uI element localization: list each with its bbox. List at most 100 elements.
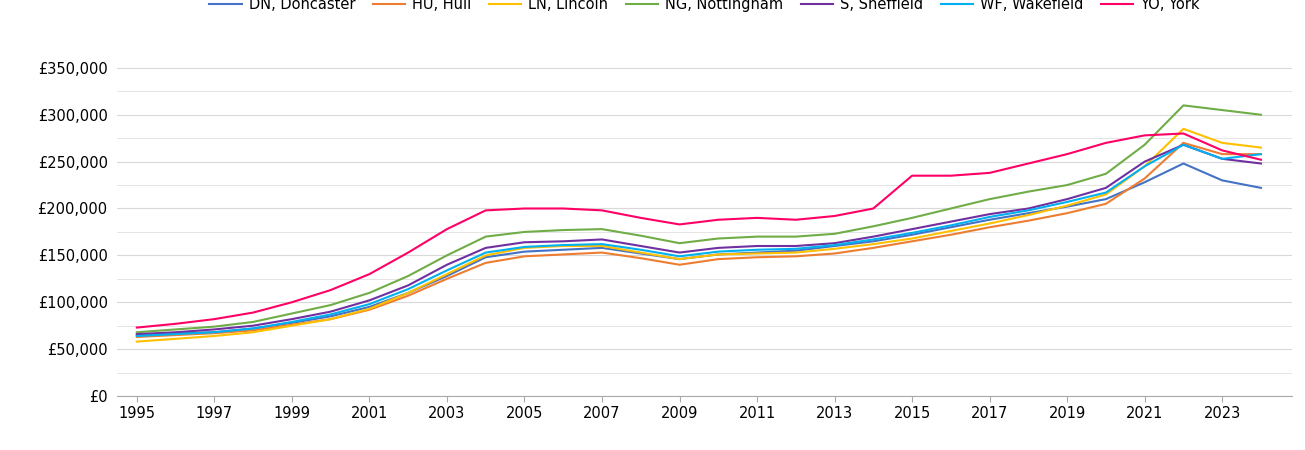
HU, Hull (438, 276, 454, 282)
YO, York (361, 271, 377, 277)
LN, Lincoln (594, 243, 609, 249)
S, Sheffield (1176, 142, 1191, 148)
HU, Hull (322, 316, 338, 322)
YO, York (633, 215, 649, 220)
S, Sheffield (129, 331, 145, 337)
WF, Wakefield (168, 331, 184, 337)
S, Sheffield (672, 250, 688, 255)
YO, York (478, 207, 493, 213)
WF, Wakefield (1098, 190, 1113, 195)
WF, Wakefield (401, 287, 416, 292)
HU, Hull (1098, 201, 1113, 207)
Line: DN, Doncaster: DN, Doncaster (137, 163, 1261, 335)
DN, Doncaster (944, 225, 959, 230)
S, Sheffield (517, 239, 532, 245)
HU, Hull (904, 238, 920, 244)
WF, Wakefield (129, 333, 145, 339)
YO, York (904, 173, 920, 178)
DN, Doncaster (517, 249, 532, 254)
S, Sheffield (245, 323, 261, 328)
LN, Lincoln (1137, 164, 1152, 169)
S, Sheffield (1098, 185, 1113, 191)
S, Sheffield (904, 226, 920, 232)
Line: S, Sheffield: S, Sheffield (137, 145, 1261, 334)
YO, York (944, 173, 959, 178)
DN, Doncaster (284, 320, 300, 326)
Line: WF, Wakefield: WF, Wakefield (137, 145, 1261, 336)
LN, Lincoln (981, 221, 997, 226)
HU, Hull (517, 254, 532, 259)
Line: LN, Lincoln: LN, Lincoln (137, 129, 1261, 342)
LN, Lincoln (1253, 145, 1268, 150)
Line: HU, Hull: HU, Hull (137, 143, 1261, 337)
NG, Nottingham (361, 290, 377, 296)
YO, York (1176, 131, 1191, 136)
YO, York (401, 250, 416, 255)
YO, York (1137, 133, 1152, 138)
NG, Nottingham (710, 236, 726, 241)
DN, Doncaster (1137, 180, 1152, 185)
Line: YO, York: YO, York (137, 134, 1261, 328)
NG, Nottingham (245, 319, 261, 324)
HU, Hull (944, 232, 959, 238)
NG, Nottingham (168, 327, 184, 332)
NG, Nottingham (517, 229, 532, 234)
LN, Lincoln (944, 228, 959, 234)
LN, Lincoln (710, 252, 726, 257)
WF, Wakefield (710, 249, 726, 254)
S, Sheffield (1137, 159, 1152, 164)
S, Sheffield (788, 243, 804, 249)
S, Sheffield (361, 298, 377, 303)
YO, York (1098, 140, 1113, 146)
S, Sheffield (438, 262, 454, 267)
DN, Doncaster (672, 256, 688, 262)
DN, Doncaster (401, 290, 416, 296)
NG, Nottingham (1215, 108, 1231, 113)
WF, Wakefield (322, 312, 338, 317)
LN, Lincoln (478, 253, 493, 258)
DN, Doncaster (749, 250, 765, 255)
WF, Wakefield (827, 243, 843, 248)
LN, Lincoln (1060, 203, 1075, 208)
DN, Doncaster (594, 245, 609, 251)
NG, Nottingham (1253, 112, 1268, 117)
LN, Lincoln (361, 306, 377, 311)
WF, Wakefield (633, 247, 649, 252)
YO, York (206, 316, 222, 322)
WF, Wakefield (594, 241, 609, 247)
NG, Nottingham (556, 227, 572, 233)
NG, Nottingham (749, 234, 765, 239)
NG, Nottingham (206, 324, 222, 329)
S, Sheffield (944, 219, 959, 225)
LN, Lincoln (438, 271, 454, 277)
LN, Lincoln (168, 336, 184, 342)
YO, York (594, 207, 609, 213)
HU, Hull (865, 245, 881, 251)
HU, Hull (206, 330, 222, 336)
YO, York (1253, 157, 1268, 162)
WF, Wakefield (788, 246, 804, 252)
HU, Hull (1253, 151, 1268, 157)
NG, Nottingham (672, 240, 688, 246)
WF, Wakefield (438, 268, 454, 273)
LN, Lincoln (827, 246, 843, 252)
HU, Hull (168, 333, 184, 338)
S, Sheffield (322, 309, 338, 314)
NG, Nottingham (594, 226, 609, 232)
DN, Doncaster (1021, 211, 1036, 216)
HU, Hull (478, 260, 493, 265)
DN, Doncaster (981, 217, 997, 222)
LN, Lincoln (206, 333, 222, 339)
NG, Nottingham (401, 273, 416, 279)
DN, Doncaster (1098, 196, 1113, 202)
WF, Wakefield (478, 250, 493, 255)
NG, Nottingham (1060, 182, 1075, 188)
HU, Hull (1137, 176, 1152, 181)
S, Sheffield (594, 237, 609, 242)
YO, York (168, 321, 184, 327)
LN, Lincoln (865, 241, 881, 247)
HU, Hull (981, 225, 997, 230)
S, Sheffield (749, 243, 765, 249)
LN, Lincoln (401, 290, 416, 296)
WF, Wakefield (245, 326, 261, 331)
